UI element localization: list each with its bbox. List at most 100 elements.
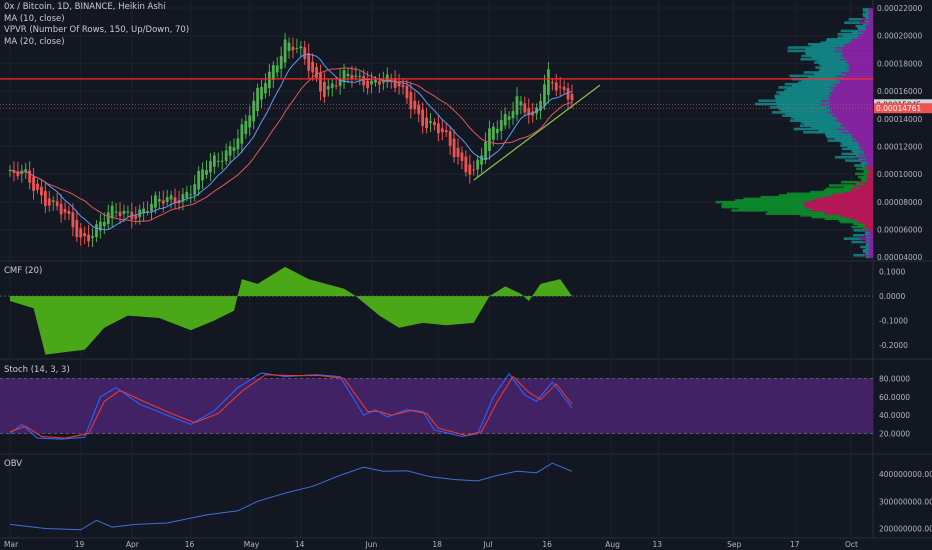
vpvr-row-up [840,29,859,33]
vpvr-row-down [859,185,873,189]
vpvr-row-down [868,227,873,230]
candle-down [405,85,409,99]
vpvr-row-up [860,160,868,164]
vpvr-row-down [837,117,873,121]
stoch-title[interactable]: Stoch (14, 3, 3) [4,365,70,375]
vpvr-row-down [812,207,873,211]
candle-up [244,120,248,135]
candle-up [98,221,102,231]
vpvr-row-up [840,220,859,224]
vpvr-row-down [867,245,873,249]
candle-down [409,92,413,110]
symbol-title[interactable]: 0x / Bitcoin, 1D, BINANCE, Heikin Ashi [4,2,166,12]
candle-up [228,146,232,156]
vpvr-row-down [868,8,873,11]
candle-down [55,201,59,207]
candle-down [378,81,381,85]
vpvr-row-down [869,239,873,242]
candle-down [71,212,75,228]
cmf-title[interactable]: CMF (20) [4,266,43,276]
vpvr-row-up [851,225,864,229]
candle-down [83,233,87,237]
candle-up [476,159,480,170]
candles [8,32,574,247]
vpvr-row-up [857,175,867,179]
vpvr-row-up [785,112,834,116]
time-tick-label: 14 [295,540,305,549]
vpvr-row-down [858,220,873,224]
vpvr-row-down [864,253,873,257]
vpvr-row-up [848,18,863,21]
candle-up [150,203,153,212]
candle-up [326,86,330,90]
vpvr-row-down [836,116,873,119]
candle-down [32,176,35,191]
vpvr-row-down [869,244,873,247]
candle-up [484,142,487,161]
vpvr-row-down [831,109,873,113]
candle-up [142,208,146,214]
vpvr-row-down [852,37,873,41]
ma20-legend[interactable]: MA (20, close) [4,36,65,47]
vpvr-row-down [840,214,873,217]
vpvr-row-up [862,13,869,16]
vpvr-row-up [789,74,836,78]
vpvr-row-down [867,160,873,164]
vpvr-row-down [834,46,873,49]
vpvr-row-up [818,62,849,66]
vpvr-row-up [808,76,844,79]
candle-down [554,82,558,91]
vpvr-row-down [841,122,873,126]
vpvr-row-up [865,235,870,239]
candle-up [24,169,28,173]
vpvr-legend[interactable]: VPVR (Number Of Rows, 150, Up/Down, 70) [4,25,190,35]
vpvr-row-down [863,225,873,229]
candle-up [275,65,279,73]
vpvr-row-down [844,190,873,194]
ma10-line [9,53,573,231]
vpvr-row-down [843,76,873,79]
candle-down [452,138,456,158]
candle-up [511,111,515,119]
ma10-legend[interactable]: MA (10, close) [4,13,65,24]
vpvr-row-down [852,139,873,142]
vpvr-row-up [826,39,852,43]
vpvr-row-down [828,96,873,99]
candle-up [114,211,118,213]
candle-up [260,87,263,100]
vpvr-row-down [840,79,873,83]
vpvr-row-down [849,64,873,68]
candle-up [209,161,212,173]
vpvr-row-up [738,207,813,211]
vpvr-row-up [844,21,861,24]
candle-down [468,164,472,175]
vpvr-row-up [861,162,868,166]
candle-down [323,82,326,97]
candle-down [421,109,425,126]
price-tick-label: 0.00016000 [877,87,923,96]
vpvr-row-up [820,64,850,68]
candle-up [224,150,228,161]
vpvr-row-down [834,87,873,91]
vpvr-row-up [774,94,829,98]
vpvr-row-down [828,94,873,98]
vpvr-row-down [842,52,873,56]
vpvr-row-down [804,205,873,209]
vpvr-row-up [827,139,853,142]
vpvr-row-down [864,229,873,232]
vpvr-row-up [826,136,853,139]
vpvr-row-down [833,82,873,86]
vpvr-row-down [809,209,873,212]
vpvr-row-down [863,149,873,152]
obv-title[interactable]: OBV [4,459,23,469]
candle-up [181,194,185,202]
candle-down [319,72,322,92]
vpvr-row-down [869,232,873,235]
vpvr-row-down [858,180,873,184]
vpvr-row-up [842,34,860,38]
vpvr-row-down [868,174,873,177]
candle-down [523,103,527,113]
vpvr-row-up [793,127,838,131]
candle-down [173,197,177,203]
